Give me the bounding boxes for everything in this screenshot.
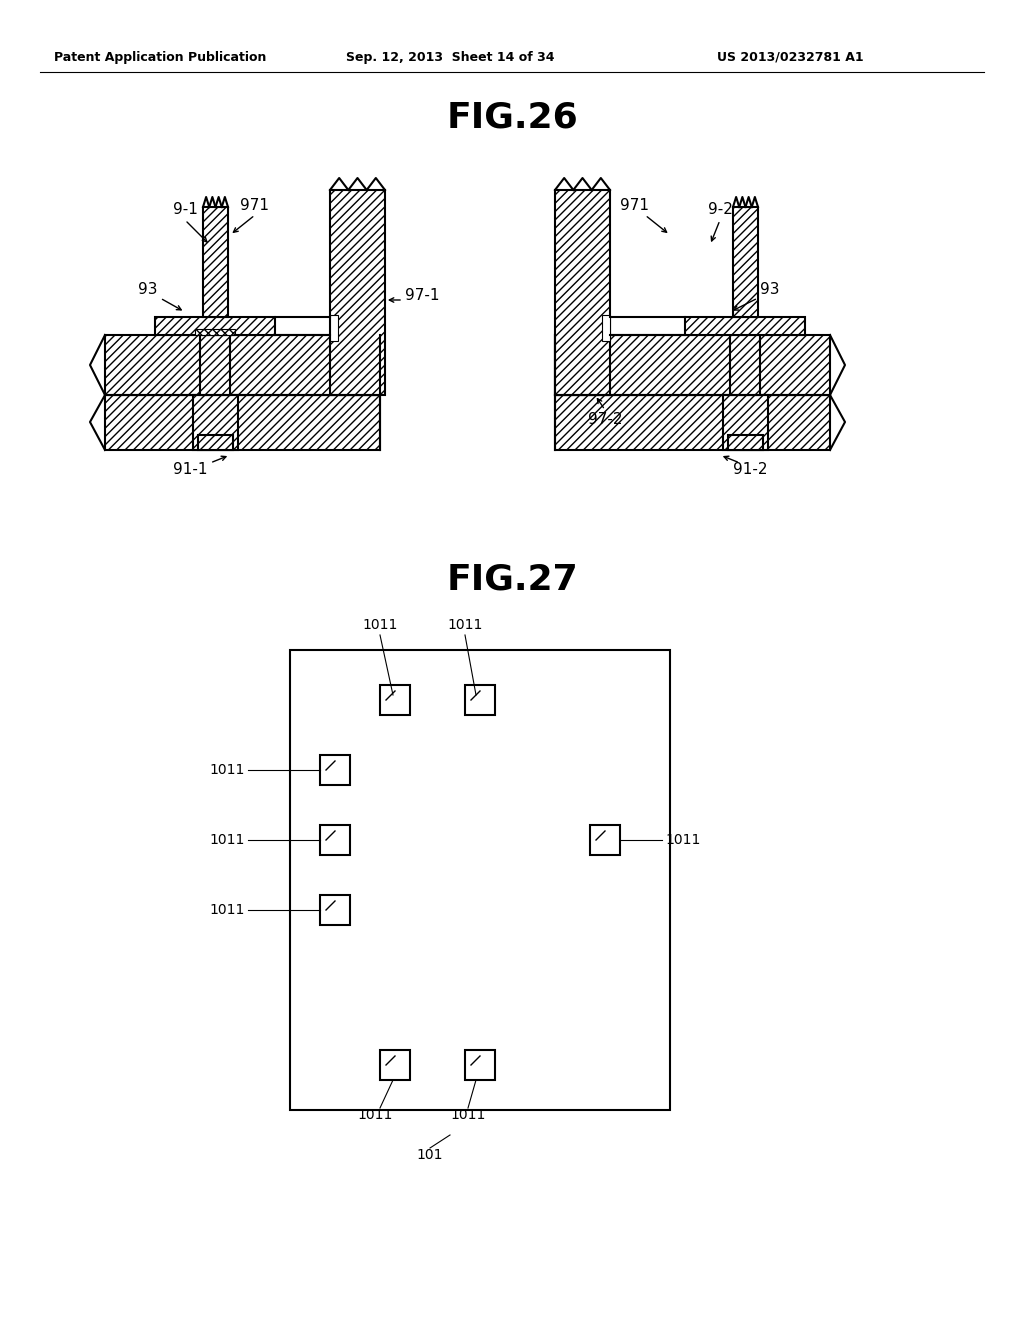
Bar bbox=[105, 335, 380, 395]
Bar bbox=[723, 395, 768, 450]
Text: 93: 93 bbox=[138, 282, 158, 297]
Bar bbox=[203, 207, 228, 317]
Bar bbox=[733, 207, 758, 317]
Bar bbox=[555, 335, 830, 395]
Bar bbox=[193, 395, 238, 450]
Bar bbox=[380, 1049, 410, 1080]
Text: 1011: 1011 bbox=[665, 833, 700, 847]
Text: 1011: 1011 bbox=[210, 833, 245, 847]
Bar bbox=[195, 329, 234, 335]
Text: Patent Application Publication: Patent Application Publication bbox=[54, 50, 266, 63]
Bar bbox=[105, 395, 380, 450]
Text: 1011: 1011 bbox=[451, 1107, 485, 1122]
Bar bbox=[465, 1049, 495, 1080]
Text: 971: 971 bbox=[240, 198, 269, 213]
Text: 1011: 1011 bbox=[210, 903, 245, 917]
Bar bbox=[730, 335, 760, 395]
Text: 97-1: 97-1 bbox=[406, 288, 439, 302]
Bar bbox=[685, 317, 805, 335]
Text: 91-2: 91-2 bbox=[733, 462, 767, 478]
Bar bbox=[330, 190, 385, 395]
Bar bbox=[319, 755, 350, 785]
Bar bbox=[330, 315, 338, 341]
Bar bbox=[319, 895, 350, 925]
Bar bbox=[728, 436, 763, 450]
Bar bbox=[590, 825, 620, 855]
Bar bbox=[380, 685, 410, 715]
Text: 1011: 1011 bbox=[357, 1107, 392, 1122]
Text: US 2013/0232781 A1: US 2013/0232781 A1 bbox=[717, 50, 863, 63]
Bar bbox=[555, 190, 610, 395]
Text: 93: 93 bbox=[760, 282, 779, 297]
Text: 101: 101 bbox=[417, 1148, 443, 1162]
Text: 9-2: 9-2 bbox=[708, 202, 732, 218]
Text: 97-2: 97-2 bbox=[588, 412, 623, 428]
Bar bbox=[290, 649, 670, 1110]
Text: 1011: 1011 bbox=[210, 763, 245, 777]
Text: FIG.26: FIG.26 bbox=[446, 102, 578, 135]
Text: 971: 971 bbox=[620, 198, 649, 213]
Bar bbox=[155, 317, 275, 335]
Text: 1011: 1011 bbox=[447, 618, 482, 632]
Bar bbox=[602, 315, 610, 341]
Text: Sep. 12, 2013  Sheet 14 of 34: Sep. 12, 2013 Sheet 14 of 34 bbox=[346, 50, 554, 63]
Text: 1011: 1011 bbox=[362, 618, 397, 632]
Bar bbox=[200, 335, 230, 395]
Bar bbox=[198, 436, 233, 450]
Bar bbox=[465, 685, 495, 715]
Text: 9-1: 9-1 bbox=[173, 202, 198, 218]
Text: 91-1: 91-1 bbox=[173, 462, 207, 478]
Text: FIG.27: FIG.27 bbox=[446, 564, 578, 597]
Bar bbox=[319, 825, 350, 855]
Bar bbox=[555, 395, 830, 450]
